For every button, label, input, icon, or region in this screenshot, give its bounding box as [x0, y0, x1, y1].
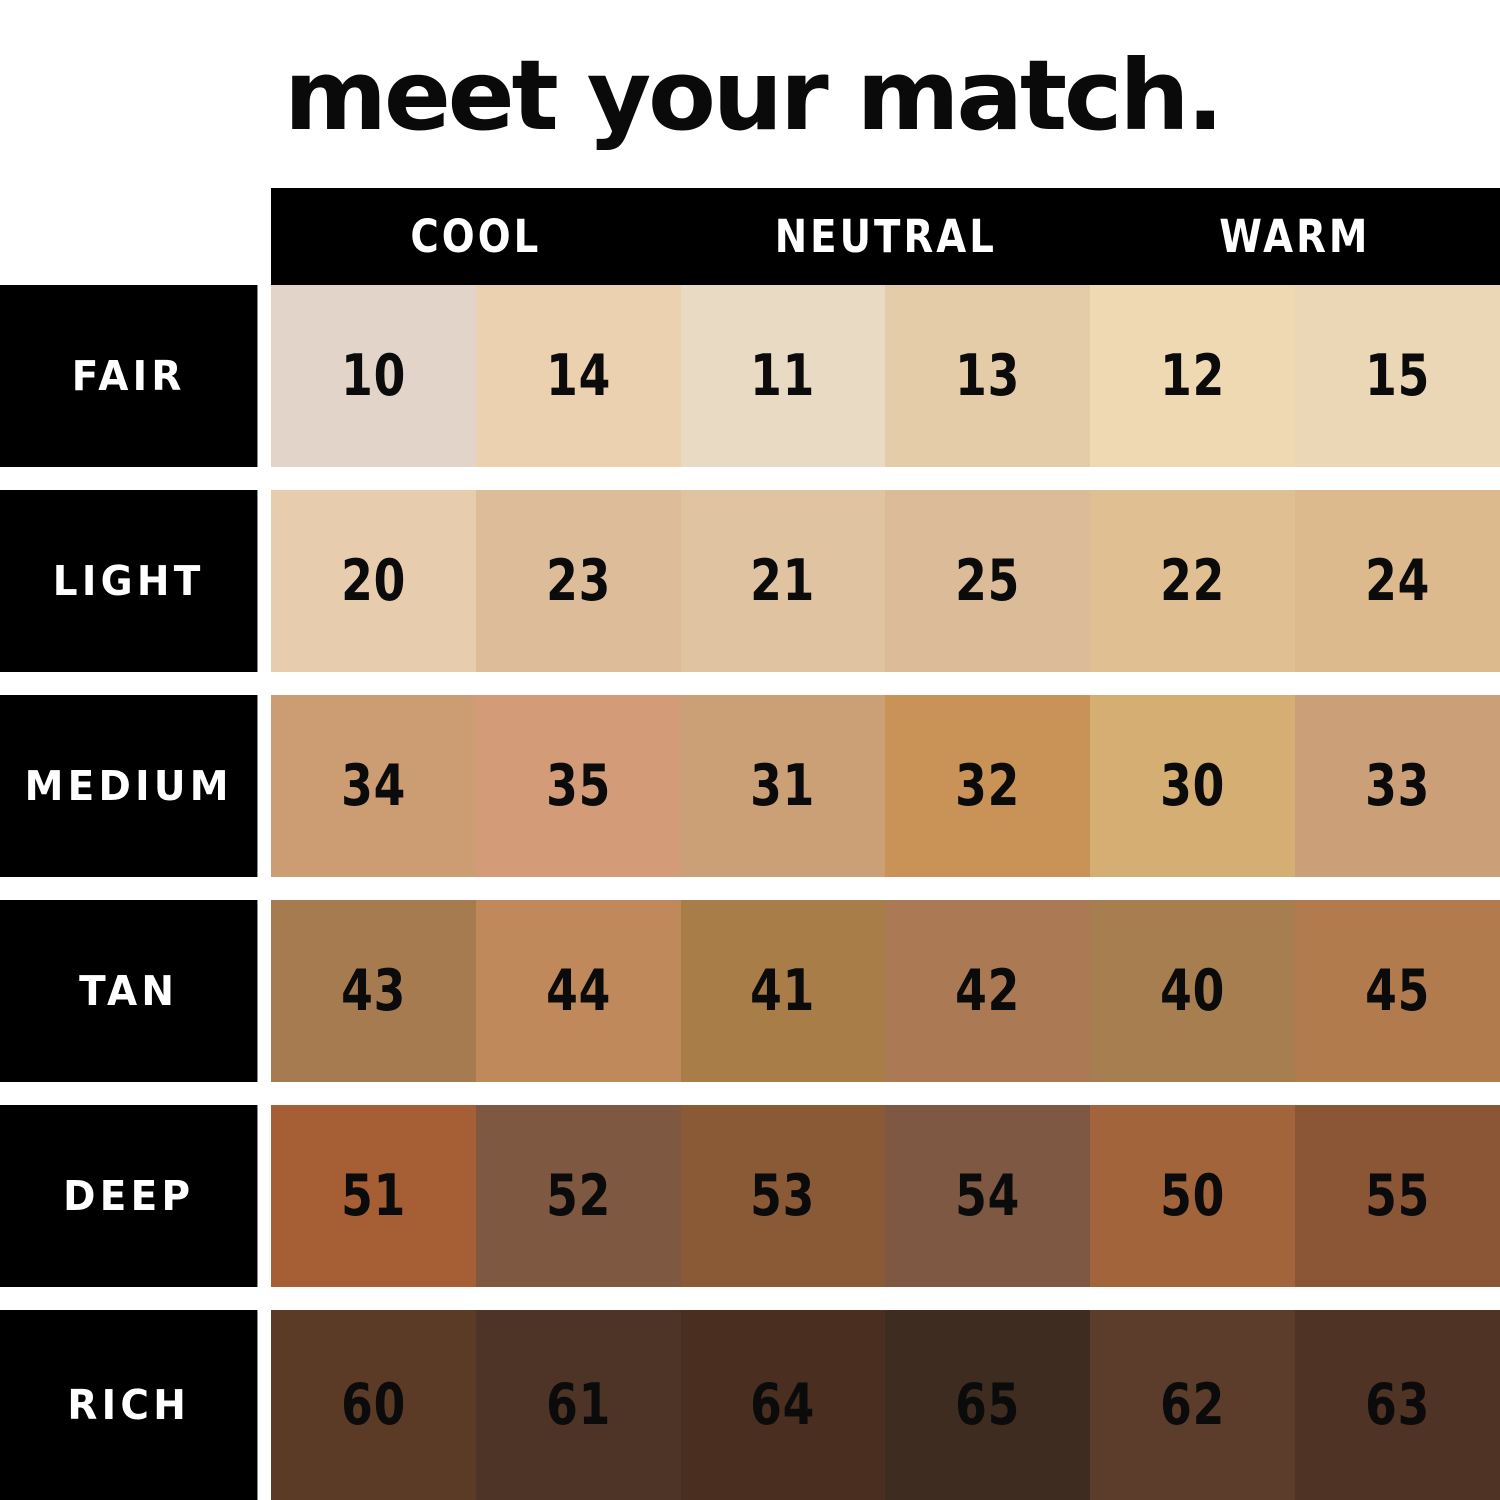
shade-number: 32: [955, 752, 1021, 819]
shade-number: 10: [340, 342, 406, 409]
shade-row: LIGHT 20 23 21 25 22 24: [0, 490, 1500, 672]
shade-swatch[interactable]: 24: [1295, 490, 1500, 672]
shade-number: 50: [1160, 1162, 1226, 1229]
undertone-header-warm: WARM: [1219, 210, 1371, 263]
shade-row: RICH 60 61 64 65 62 63: [0, 1310, 1500, 1500]
shade-swatch[interactable]: 44: [475, 900, 681, 1082]
shade-number: 24: [1365, 547, 1431, 614]
depth-label-light: LIGHT: [0, 490, 258, 672]
undertone-header-cool: COOL: [410, 210, 542, 263]
shade-number: 41: [750, 957, 816, 1024]
title-bar: meet your match.: [0, 0, 1500, 188]
shade-number: 54: [955, 1162, 1021, 1229]
shade-swatch[interactable]: 61: [475, 1310, 681, 1500]
shade-swatch[interactable]: 30: [1090, 695, 1296, 877]
shade-swatch[interactable]: 62: [1090, 1310, 1296, 1500]
swatch-strip: 34 35 31 32 30 33: [271, 695, 1500, 877]
shade-swatch[interactable]: 20: [271, 490, 476, 672]
shade-swatch[interactable]: 11: [680, 285, 886, 467]
shade-number: 34: [340, 752, 406, 819]
shade-swatch[interactable]: 52: [475, 1105, 681, 1287]
shade-number: 55: [1365, 1162, 1431, 1229]
swatch-strip: 10 14 11 13 12 15: [271, 285, 1500, 467]
shade-swatch[interactable]: 65: [885, 1310, 1091, 1500]
shade-swatch[interactable]: 13: [885, 285, 1091, 467]
shade-number: 30: [1160, 752, 1226, 819]
shade-swatch[interactable]: 32: [885, 695, 1091, 877]
shade-number: 52: [545, 1162, 611, 1229]
shade-swatch[interactable]: 41: [680, 900, 886, 1082]
shade-number: 53: [750, 1162, 816, 1229]
shade-number: 13: [955, 342, 1021, 409]
shade-swatch[interactable]: 23: [475, 490, 681, 672]
shade-swatch[interactable]: 12: [1090, 285, 1296, 467]
shade-number: 12: [1160, 342, 1226, 409]
shade-number: 64: [750, 1371, 816, 1438]
shade-number: 11: [750, 342, 816, 409]
shade-row: DEEP 51 52 53 54 50 55: [0, 1105, 1500, 1287]
shade-number: 45: [1365, 957, 1431, 1024]
shade-number: 51: [340, 1162, 406, 1229]
depth-label-medium: MEDIUM: [0, 695, 258, 877]
shade-number: 61: [545, 1371, 611, 1438]
shade-number: 14: [545, 342, 611, 409]
shade-number: 42: [955, 957, 1021, 1024]
depth-label-tan: TAN: [0, 900, 258, 1082]
shade-grid: FAIR 10 14 11 13 12 15 LIGHT 20 23 21 25 22 24 MEDIUM 3…: [0, 285, 1500, 1500]
shade-number: 63: [1365, 1371, 1431, 1438]
shade-swatch[interactable]: 22: [1090, 490, 1296, 672]
shade-swatch[interactable]: 40: [1090, 900, 1296, 1082]
shade-number: 31: [750, 752, 816, 819]
shade-number: 25: [955, 547, 1021, 614]
shade-swatch[interactable]: 51: [271, 1105, 476, 1287]
shade-swatch[interactable]: 21: [680, 490, 886, 672]
shade-number: 43: [340, 957, 406, 1024]
shade-number: 65: [955, 1371, 1021, 1438]
page-title: meet your match.: [284, 39, 1224, 152]
shade-number: 40: [1160, 957, 1226, 1024]
shade-swatch[interactable]: 45: [1295, 900, 1500, 1082]
shade-swatch[interactable]: 42: [885, 900, 1091, 1082]
shade-swatch[interactable]: 25: [885, 490, 1091, 672]
shade-number: 20: [340, 547, 406, 614]
shade-swatch[interactable]: 64: [680, 1310, 886, 1500]
shade-row: FAIR 10 14 11 13 12 15: [0, 285, 1500, 467]
shade-swatch[interactable]: 10: [271, 285, 476, 467]
shade-swatch[interactable]: 54: [885, 1105, 1091, 1287]
shade-swatch[interactable]: 33: [1295, 695, 1500, 877]
shade-row: MEDIUM 34 35 31 32 30 33: [0, 695, 1500, 877]
shade-swatch[interactable]: 53: [680, 1105, 886, 1287]
shade-swatch[interactable]: 14: [475, 285, 681, 467]
depth-label-fair: FAIR: [0, 285, 258, 467]
shade-swatch[interactable]: 34: [271, 695, 476, 877]
shade-number: 35: [545, 752, 611, 819]
swatch-strip: 20 23 21 25 22 24: [271, 490, 1500, 672]
shade-swatch[interactable]: 15: [1295, 285, 1500, 467]
shade-number: 60: [340, 1371, 406, 1438]
shade-number: 15: [1365, 342, 1431, 409]
swatch-strip: 43 44 41 42 40 45: [271, 900, 1500, 1082]
shade-number: 21: [750, 547, 816, 614]
swatch-strip: 51 52 53 54 50 55: [271, 1105, 1500, 1287]
shade-number: 33: [1365, 752, 1431, 819]
undertone-header-neutral: NEUTRAL: [774, 210, 997, 263]
shade-number: 44: [545, 957, 611, 1024]
depth-label-rich: RICH: [0, 1310, 258, 1500]
shade-swatch[interactable]: 55: [1295, 1105, 1500, 1287]
shade-swatch[interactable]: 43: [271, 900, 476, 1082]
swatch-strip: 60 61 64 65 62 63: [271, 1310, 1500, 1500]
undertone-header-row: COOL NEUTRAL WARM: [271, 188, 1500, 285]
shade-swatch[interactable]: 50: [1090, 1105, 1296, 1287]
shade-number: 23: [545, 547, 611, 614]
shade-number: 22: [1160, 547, 1226, 614]
shade-swatch[interactable]: 63: [1295, 1310, 1500, 1500]
depth-label-deep: DEEP: [0, 1105, 258, 1287]
shade-number: 62: [1160, 1371, 1226, 1438]
shade-swatch[interactable]: 60: [271, 1310, 476, 1500]
shade-row: TAN 43 44 41 42 40 45: [0, 900, 1500, 1082]
shade-swatch[interactable]: 31: [680, 695, 886, 877]
shade-swatch[interactable]: 35: [475, 695, 681, 877]
